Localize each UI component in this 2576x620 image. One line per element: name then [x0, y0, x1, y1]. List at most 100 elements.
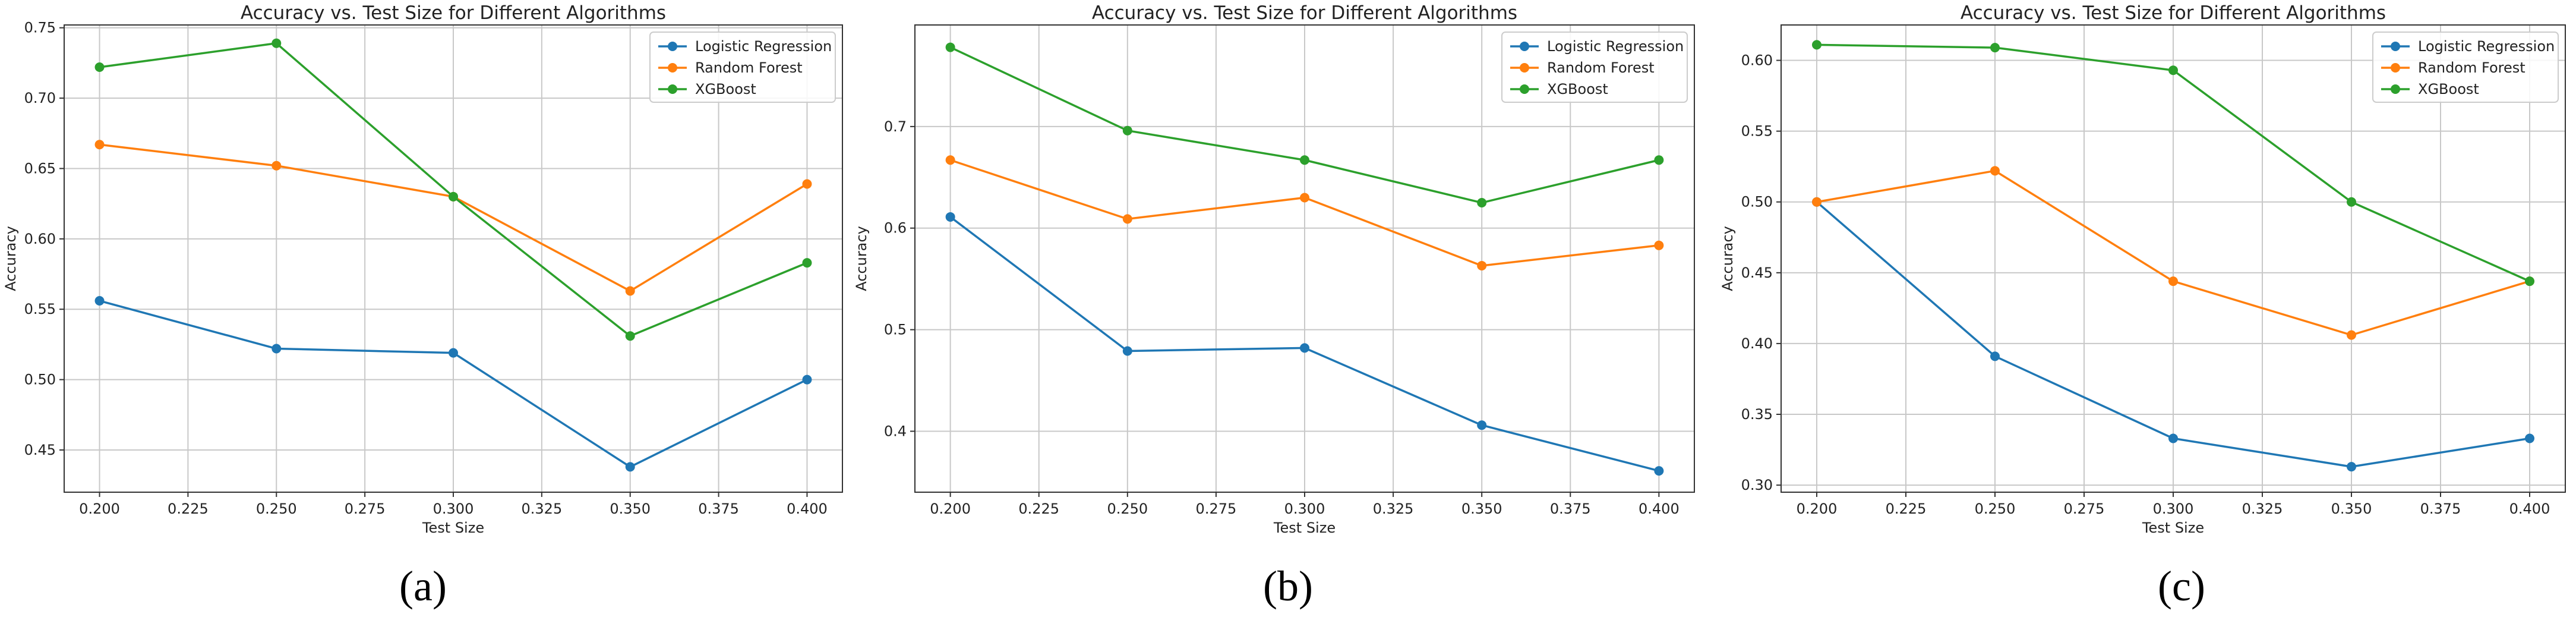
- legend-swatch-marker: [1520, 84, 1529, 94]
- x-tick-label: 0.400: [1639, 501, 1680, 517]
- data-point: [1654, 466, 1664, 476]
- data-point: [2168, 433, 2178, 443]
- data-point: [1812, 197, 1821, 207]
- chart-panel-a: 0.200 0.225 0.250 0.275 0.300 0.325 0.350 0.375…: [2, 2, 843, 610]
- y-axis-label: Accuracy: [2, 226, 19, 291]
- x-tick-label: 0.275: [2064, 501, 2105, 517]
- data-point: [1300, 155, 1309, 165]
- legend-box: [2372, 32, 2559, 103]
- x-tick-label: 0.200: [79, 501, 120, 517]
- x-tick-label: 0.375: [698, 501, 739, 517]
- panel-caption: (c): [2158, 562, 2205, 610]
- x-tick-label: 0.350: [2331, 501, 2372, 517]
- data-point: [1300, 343, 1309, 353]
- y-tick-label: 0.50: [1741, 194, 1773, 210]
- legend-swatch-marker: [668, 84, 677, 94]
- y-tick-label: 0.50: [24, 372, 56, 388]
- y-tick-label: 0.7: [884, 118, 907, 135]
- data-point: [1990, 43, 2000, 53]
- data-point: [2347, 462, 2356, 472]
- x-tick-label: 0.250: [1975, 501, 2016, 517]
- data-point: [802, 258, 812, 268]
- data-point: [94, 62, 105, 73]
- data-point: [2525, 276, 2534, 287]
- x-tick-label: 0.300: [2153, 501, 2194, 517]
- x-tick-label: 0.225: [1018, 501, 1059, 517]
- y-tick-label: 0.75: [24, 20, 56, 36]
- panel-caption: (a): [399, 562, 447, 610]
- legend-label: Logistic Regression: [1547, 38, 1684, 55]
- y-tick-label: 0.70: [24, 90, 56, 106]
- data-point: [1300, 193, 1309, 203]
- x-tick-label: 0.400: [787, 501, 828, 517]
- legend-swatch-marker: [2391, 84, 2400, 94]
- x-tick-label: 0.325: [522, 501, 563, 517]
- x-tick-label: 0.400: [2509, 501, 2550, 517]
- data-point: [625, 462, 635, 472]
- data-point: [945, 155, 955, 165]
- chart-title: Accuracy vs. Test Size for Different Alg…: [1092, 2, 1517, 24]
- data-point: [1122, 214, 1132, 224]
- data-point: [1654, 240, 1664, 250]
- chart-title: Accuracy vs. Test Size for Different Alg…: [241, 2, 666, 24]
- y-tick-label: 0.60: [1741, 52, 1773, 69]
- x-tick-label: 0.225: [1886, 501, 1927, 517]
- data-point: [449, 191, 458, 202]
- y-tick-label: 0.60: [24, 231, 56, 247]
- data-point: [945, 42, 955, 52]
- legend-label: Random Forest: [695, 59, 803, 76]
- data-point: [2347, 197, 2356, 207]
- legend-label: XGBoost: [695, 81, 756, 97]
- data-point: [272, 344, 282, 354]
- x-tick-label: 0.200: [1797, 501, 1838, 517]
- data-point: [1122, 346, 1132, 356]
- y-axis-label: Accuracy: [1719, 226, 1736, 291]
- y-tick-label: 0.45: [24, 442, 56, 458]
- legend-swatch-marker: [1520, 42, 1529, 51]
- legend: Logistic Regression Random Forest XGBoost: [1501, 32, 1688, 103]
- legend-label: Random Forest: [1547, 59, 1655, 76]
- x-tick-label: 0.300: [1284, 501, 1325, 517]
- chart-panel-c: 0.200 0.225 0.250 0.275 0.300 0.325 0.350 0.375…: [1719, 2, 2566, 610]
- data-point: [1122, 125, 1132, 136]
- x-tick-label: 0.350: [1461, 501, 1502, 517]
- legend: Logistic Regression Random Forest XGBoost: [2372, 32, 2559, 103]
- y-tick-label: 0.45: [1741, 265, 1773, 281]
- legend-label: Logistic Regression: [695, 38, 832, 55]
- legend-label: Random Forest: [2418, 59, 2526, 76]
- x-tick-label: 0.350: [610, 501, 651, 517]
- legend-swatch-marker: [1520, 63, 1529, 73]
- x-tick-label: 0.375: [1550, 501, 1591, 517]
- data-point: [2525, 433, 2534, 443]
- x-tick-label: 0.275: [345, 501, 386, 517]
- y-axis-label: Accuracy: [853, 226, 870, 291]
- legend: Logistic Regression Random Forest XGBoost: [649, 32, 836, 103]
- chart-title: Accuracy vs. Test Size for Different Alg…: [1961, 2, 2386, 24]
- x-tick-label: 0.250: [256, 501, 297, 517]
- data-point: [1654, 155, 1664, 165]
- x-axis-label: Test Size: [422, 520, 484, 536]
- data-point: [2168, 65, 2178, 75]
- data-point: [625, 286, 635, 296]
- data-point: [272, 160, 282, 171]
- x-tick-label: 0.250: [1107, 501, 1148, 517]
- legend-box: [649, 32, 836, 103]
- data-point: [2347, 330, 2356, 340]
- x-tick-label: 0.225: [168, 501, 209, 517]
- chart-panel-b: 0.200 0.225 0.250 0.275 0.300 0.325 0.350 0.375…: [853, 2, 1695, 610]
- legend-swatch-marker: [2391, 63, 2400, 73]
- x-axis-label: Test Size: [2142, 520, 2204, 536]
- x-tick-label: 0.325: [2242, 501, 2283, 517]
- x-tick-label: 0.325: [1373, 501, 1414, 517]
- legend-box: [1501, 32, 1688, 103]
- x-tick-label: 0.375: [2420, 501, 2461, 517]
- x-tick-label: 0.275: [1196, 501, 1237, 517]
- data-point: [94, 140, 105, 150]
- y-tick-label: 0.55: [1741, 123, 1773, 140]
- data-point: [1477, 420, 1487, 430]
- x-axis-label: Test Size: [1273, 520, 1336, 536]
- legend-swatch-marker: [668, 63, 677, 73]
- data-point: [2168, 276, 2178, 287]
- legend-label: XGBoost: [2418, 81, 2479, 97]
